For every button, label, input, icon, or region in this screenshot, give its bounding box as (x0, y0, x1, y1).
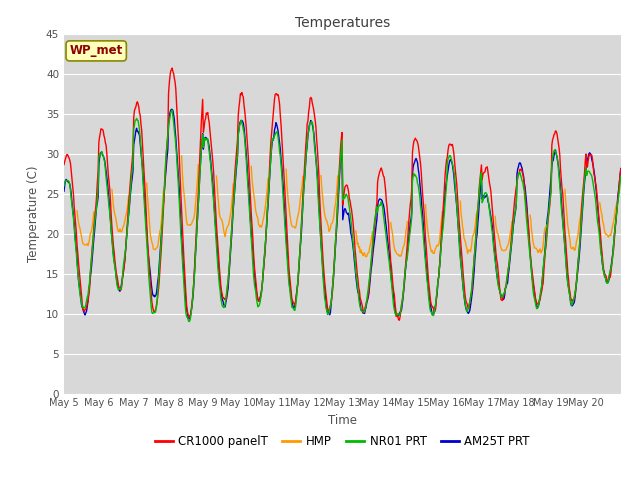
NR01 PRT (257, 296, 264, 301)
AM25T PRT (278, 163, 285, 169)
Y-axis label: Temperature (C): Temperature (C) (28, 165, 40, 262)
CR1000 panelT (256, 295, 264, 300)
AM25T PRT (168, 107, 176, 112)
Legend: CR1000 panelT, HMP, NR01 PRT, AM25T PRT: CR1000 panelT, HMP, NR01 PRT, AM25T PRT (150, 430, 534, 453)
AM25T PRT (125, 205, 133, 211)
HMP (400, 243, 408, 249)
AM25T PRT (186, 316, 193, 322)
Line: AM25T PRT: AM25T PRT (64, 109, 621, 319)
CR1000 panelT (277, 122, 285, 128)
NR01 PRT (433, 293, 440, 299)
CR1000 panelT (125, 192, 133, 197)
AM25T PRT (229, 208, 237, 214)
CR1000 panelT (396, 317, 403, 323)
HMP (228, 200, 236, 206)
AM25T PRT (60, 188, 68, 194)
NR01 PRT (617, 173, 625, 179)
HMP (431, 247, 439, 252)
AM25T PRT (617, 166, 625, 171)
CR1000 panelT (168, 65, 176, 71)
NR01 PRT (60, 183, 68, 189)
AM25T PRT (401, 270, 409, 276)
X-axis label: Time: Time (328, 414, 357, 427)
Line: NR01 PRT: NR01 PRT (64, 110, 621, 322)
AM25T PRT (433, 296, 440, 301)
Title: Temperatures: Temperatures (295, 16, 390, 30)
CR1000 panelT (401, 267, 409, 273)
CR1000 panelT (617, 166, 625, 172)
NR01 PRT (229, 206, 237, 212)
CR1000 panelT (433, 296, 440, 302)
Text: WP_met: WP_met (70, 44, 123, 58)
NR01 PRT (168, 108, 176, 113)
NR01 PRT (125, 201, 133, 206)
NR01 PRT (401, 268, 409, 274)
CR1000 panelT (60, 162, 68, 168)
CR1000 panelT (228, 214, 236, 219)
NR01 PRT (185, 319, 193, 324)
HMP (255, 222, 263, 228)
Line: HMP: HMP (77, 156, 616, 257)
Line: CR1000 panelT: CR1000 panelT (64, 68, 621, 320)
NR01 PRT (278, 171, 285, 177)
AM25T PRT (257, 293, 264, 299)
